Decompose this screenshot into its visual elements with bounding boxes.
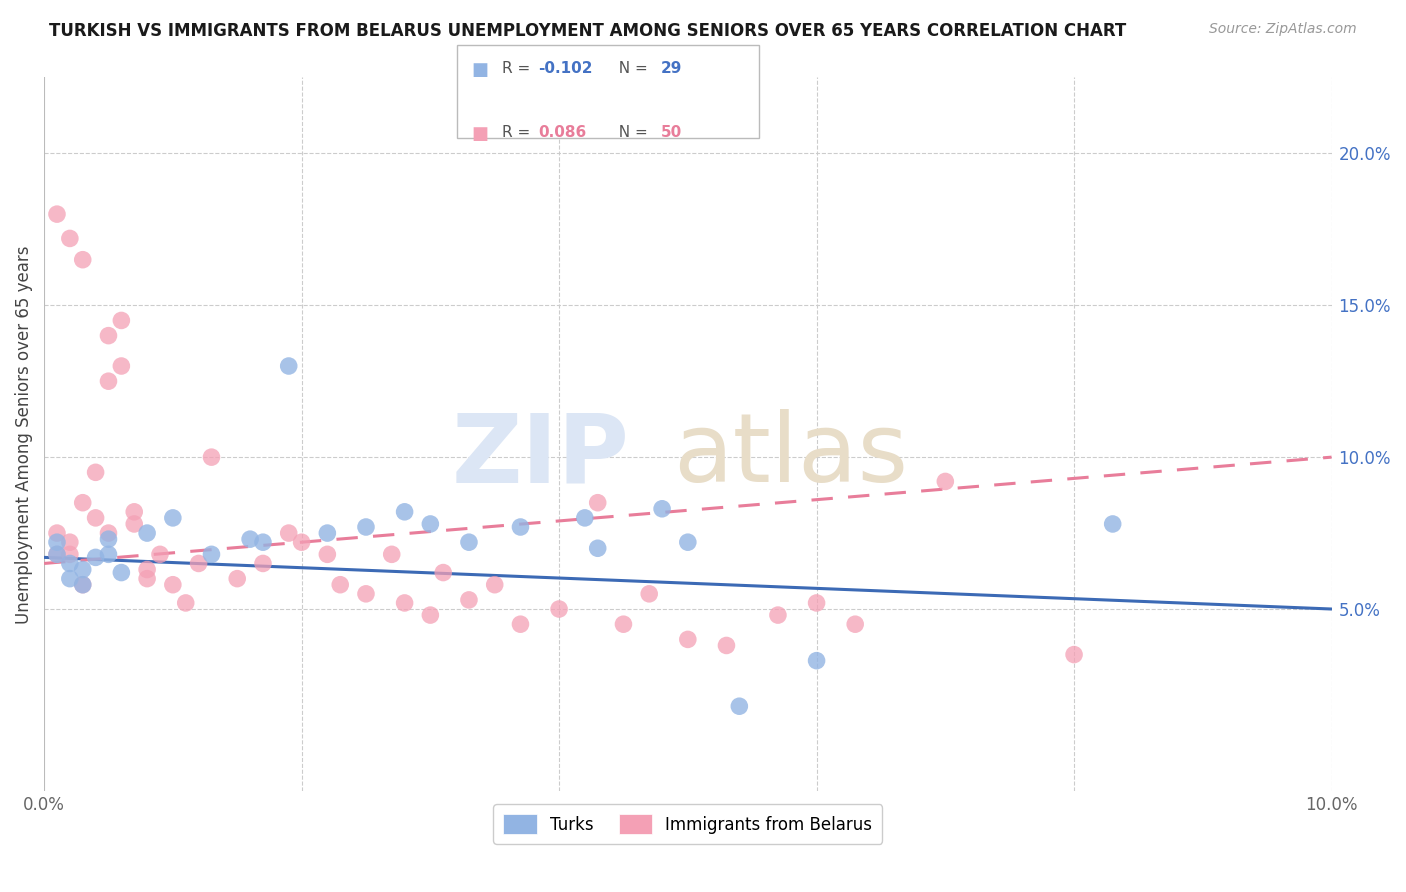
- Point: [676, 535, 699, 549]
- Point: [174, 596, 197, 610]
- Point: [574, 511, 596, 525]
- Point: [162, 578, 184, 592]
- Point: [394, 505, 416, 519]
- Point: [46, 526, 69, 541]
- Point: [110, 566, 132, 580]
- Text: ■: ■: [471, 61, 488, 78]
- Text: 0.086: 0.086: [538, 125, 586, 140]
- Point: [277, 526, 299, 541]
- Point: [676, 632, 699, 647]
- Point: [72, 578, 94, 592]
- Point: [291, 535, 314, 549]
- Point: [728, 699, 751, 714]
- Point: [84, 511, 107, 525]
- Point: [226, 572, 249, 586]
- Point: [354, 587, 377, 601]
- Point: [716, 639, 738, 653]
- Point: [381, 547, 404, 561]
- Point: [149, 547, 172, 561]
- Point: [419, 608, 441, 623]
- Point: [110, 313, 132, 327]
- Text: TURKISH VS IMMIGRANTS FROM BELARUS UNEMPLOYMENT AMONG SENIORS OVER 65 YEARS CORR: TURKISH VS IMMIGRANTS FROM BELARUS UNEMP…: [49, 22, 1126, 40]
- Point: [806, 654, 828, 668]
- Point: [638, 587, 661, 601]
- Point: [586, 541, 609, 556]
- Point: [136, 526, 159, 541]
- Point: [651, 501, 673, 516]
- Point: [200, 450, 222, 464]
- Text: N =: N =: [609, 125, 652, 140]
- Text: ■: ■: [471, 125, 488, 143]
- Point: [97, 526, 120, 541]
- Point: [252, 557, 274, 571]
- Point: [97, 532, 120, 546]
- Point: [59, 547, 82, 561]
- Point: [59, 572, 82, 586]
- Point: [187, 557, 209, 571]
- Point: [122, 505, 145, 519]
- Point: [59, 231, 82, 245]
- Text: R =: R =: [502, 125, 536, 140]
- Point: [316, 526, 339, 541]
- Point: [46, 207, 69, 221]
- Point: [84, 466, 107, 480]
- Point: [329, 578, 352, 592]
- Point: [46, 547, 69, 561]
- Point: [72, 496, 94, 510]
- Point: [458, 593, 481, 607]
- Point: [548, 602, 571, 616]
- Text: Source: ZipAtlas.com: Source: ZipAtlas.com: [1209, 22, 1357, 37]
- Text: R =: R =: [502, 61, 536, 76]
- Point: [458, 535, 481, 549]
- Point: [72, 252, 94, 267]
- Text: 50: 50: [661, 125, 682, 140]
- Point: [586, 496, 609, 510]
- Text: ZIP: ZIP: [451, 409, 630, 502]
- Point: [509, 617, 531, 632]
- Point: [46, 535, 69, 549]
- Point: [806, 596, 828, 610]
- Point: [239, 532, 262, 546]
- Text: -0.102: -0.102: [538, 61, 593, 76]
- Point: [612, 617, 634, 632]
- Text: N =: N =: [609, 61, 652, 76]
- Point: [354, 520, 377, 534]
- Point: [46, 547, 69, 561]
- Point: [509, 520, 531, 534]
- Y-axis label: Unemployment Among Seniors over 65 years: Unemployment Among Seniors over 65 years: [15, 245, 32, 624]
- Point: [162, 511, 184, 525]
- Point: [844, 617, 866, 632]
- Point: [59, 535, 82, 549]
- Point: [72, 578, 94, 592]
- Point: [1101, 516, 1123, 531]
- Legend: Turks, Immigrants from Belarus: Turks, Immigrants from Belarus: [494, 805, 883, 844]
- Point: [136, 562, 159, 576]
- Point: [252, 535, 274, 549]
- Point: [122, 516, 145, 531]
- Point: [84, 550, 107, 565]
- Point: [72, 562, 94, 576]
- Point: [934, 475, 956, 489]
- Point: [97, 547, 120, 561]
- Text: 29: 29: [661, 61, 682, 76]
- Text: atlas: atlas: [673, 409, 908, 502]
- Point: [59, 557, 82, 571]
- Point: [1063, 648, 1085, 662]
- Point: [110, 359, 132, 373]
- Point: [484, 578, 506, 592]
- Point: [97, 328, 120, 343]
- Point: [97, 374, 120, 388]
- Point: [136, 572, 159, 586]
- Point: [394, 596, 416, 610]
- Point: [200, 547, 222, 561]
- Point: [432, 566, 454, 580]
- Point: [277, 359, 299, 373]
- Point: [766, 608, 789, 623]
- Point: [419, 516, 441, 531]
- Point: [316, 547, 339, 561]
